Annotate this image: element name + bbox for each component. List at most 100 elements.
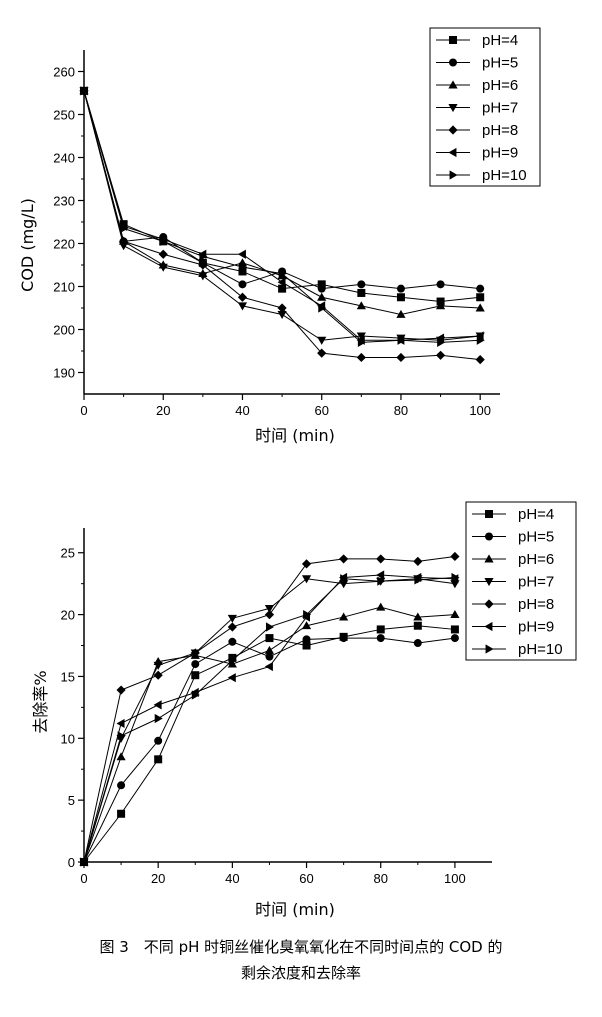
cod-legend: pH=4 pH=5 pH=6 pH=7 pH=8 pH=9 pH=10	[429, 27, 541, 187]
cod-data-point	[318, 303, 327, 313]
removal-y-tick-label: 10	[61, 731, 75, 746]
cod-data-point	[120, 223, 129, 234]
removal-data-point	[376, 570, 385, 580]
cod-chart: 0 20 40 60 80 100 190 200 210 220 230 240 250 260 pH=…	[18, 27, 541, 445]
cod-data-point	[435, 333, 445, 343]
cod-series-ph-8	[79, 86, 485, 365]
cod-legend-marker	[449, 36, 457, 44]
removal-data-point	[303, 609, 312, 620]
cod-legend-item: pH=4	[436, 32, 518, 49]
removal-data-point	[190, 648, 200, 658]
cod-data-point	[237, 302, 248, 311]
removal-data-point	[264, 604, 275, 614]
cod-series-group	[79, 86, 485, 365]
removal-legend-marker	[484, 554, 494, 563]
removal-data-point	[339, 554, 349, 564]
removal-data-point	[227, 659, 237, 668]
cod-data-point	[278, 284, 287, 293]
cod-x-tick-label: 60	[314, 403, 328, 418]
cod-legend-item: pH=7	[436, 100, 518, 117]
removal-legend-marker	[484, 599, 494, 609]
cod-data-point	[396, 352, 406, 363]
cod-data-point	[476, 284, 485, 293]
removal-data-point	[376, 602, 386, 611]
removal-legend-label: pH=10	[518, 641, 563, 658]
removal-legend-marker	[484, 621, 493, 632]
removal-data-point	[153, 670, 163, 680]
removal-data-point	[302, 641, 311, 650]
removal-data-point	[117, 731, 126, 741]
cod-data-point	[317, 348, 327, 358]
cod-data-point	[317, 280, 326, 289]
cod-data-point	[278, 269, 287, 279]
cod-series-line	[83, 90, 481, 290]
cod-series-line	[83, 90, 481, 341]
removal-data-point	[413, 556, 423, 566]
removal-legend-item: pH=5	[472, 529, 554, 546]
removal-data-point	[117, 781, 126, 790]
cod-data-point	[436, 280, 445, 289]
removal-legend-item: pH=4	[472, 506, 554, 523]
removal-series-line	[83, 576, 455, 863]
cod-legend-item: pH=9	[436, 145, 518, 162]
cod-y-axis-label: COD (mg/L)	[18, 198, 37, 292]
cod-legend-marker	[449, 58, 457, 67]
cod-data-point	[277, 303, 287, 313]
cod-legend-item: pH=6	[436, 77, 518, 94]
removal-data-point	[154, 713, 163, 724]
cod-legend-label: pH=4	[482, 32, 518, 49]
removal-data-point	[450, 609, 460, 619]
cod-data-point	[357, 337, 366, 347]
removal-data-point	[377, 576, 386, 586]
cod-x-tick-label: 40	[235, 403, 249, 418]
removal-data-point	[264, 661, 273, 672]
cod-y-tick-label: 220	[53, 237, 75, 252]
cod-data-point	[237, 249, 246, 259]
cod-data-point	[356, 352, 366, 363]
removal-y-tick-label: 15	[61, 669, 75, 684]
cod-series-ph-10	[80, 86, 485, 347]
removal-series-line	[83, 637, 455, 863]
removal-data-point	[116, 718, 125, 729]
cod-data-point	[317, 284, 326, 293]
removal-data-point	[413, 621, 422, 630]
removal-legend-marker	[485, 510, 493, 518]
removal-legend-item: pH=8	[472, 596, 554, 613]
removal-x-tick-label: 60	[299, 871, 313, 886]
cod-legend-label: pH=7	[482, 100, 518, 117]
removal-x-tick-label: 100	[444, 871, 466, 886]
cod-y-tick-label: 260	[53, 65, 75, 80]
cod-series-line	[83, 90, 481, 361]
cod-legend-marker	[449, 170, 458, 180]
cod-data-point	[356, 301, 366, 310]
cod-data-point	[237, 292, 248, 302]
removal-data-point	[80, 857, 89, 867]
removal-data-point	[227, 673, 236, 683]
cod-legend-marker	[448, 104, 458, 113]
removal-data-point	[227, 614, 237, 623]
cod-data-point	[238, 280, 247, 289]
removal-data-point	[228, 637, 237, 646]
cod-legend-label: pH=5	[482, 55, 518, 72]
cod-series-ph-5	[80, 86, 485, 293]
cod-x-tick-label: 0	[80, 403, 87, 418]
removal-series-line	[83, 606, 455, 863]
removal-data-point	[340, 574, 349, 584]
removal-x-tick-label: 80	[373, 871, 387, 886]
cod-data-point	[396, 293, 405, 302]
removal-data-point	[413, 612, 423, 621]
cod-data-point	[158, 249, 168, 259]
removal-data-point	[227, 622, 237, 632]
removal-data-point	[339, 612, 349, 621]
removal-data-point	[413, 639, 422, 648]
cod-y-tick-label: 230	[53, 194, 75, 209]
cod-legend-marker	[448, 147, 457, 158]
cod-legend-label: pH=9	[482, 145, 518, 162]
removal-data-point	[339, 634, 348, 643]
removal-legend-label: pH=6	[518, 551, 554, 568]
cod-data-point	[475, 355, 485, 365]
cod-y-tick-label: 210	[53, 280, 75, 295]
cod-legend-label: pH=10	[482, 167, 527, 184]
